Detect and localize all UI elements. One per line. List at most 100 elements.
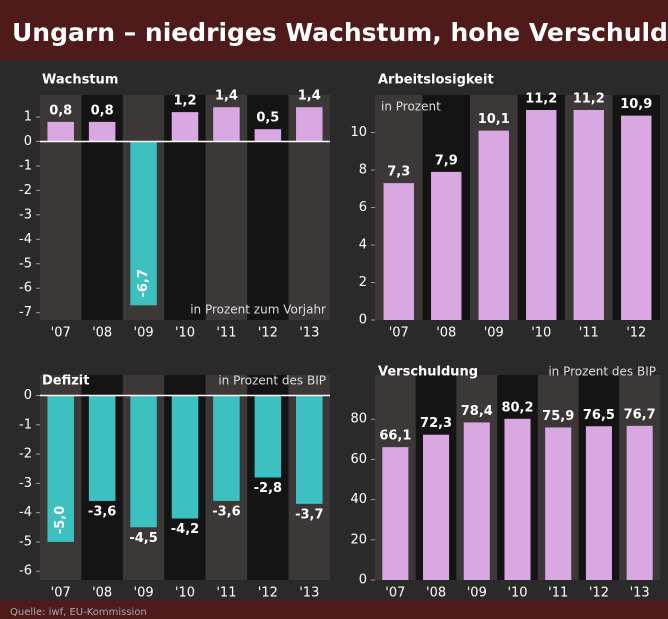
x-tick-label: '11 (548, 586, 568, 601)
y-tick-label: 40 (350, 492, 367, 507)
x-tick-label: '11 (579, 326, 599, 341)
value-label: 7,9 (435, 153, 458, 168)
source: Quelle: iwf, EU-Kommission (10, 607, 147, 618)
bar (626, 425, 653, 580)
y-tick-label: -2 (19, 183, 32, 198)
bar (254, 129, 282, 142)
x-tick-label: '11 (216, 586, 236, 601)
y-tick-label: -3 (19, 207, 32, 222)
x-tick-label: '09 (134, 586, 154, 601)
bar (621, 115, 652, 320)
x-tick-label: '08 (426, 586, 446, 601)
x-tick-label: '09 (134, 326, 154, 341)
x-tick-label: '12 (258, 586, 278, 601)
y-tick-label: -5 (19, 534, 32, 549)
y-tick-label: 0 (24, 388, 32, 403)
value-label: -3,6 (88, 504, 116, 519)
value-label: 1,4 (215, 89, 238, 104)
y-tick-label: -4 (19, 505, 32, 520)
bar (431, 171, 462, 320)
chart-title: Verschuldung (378, 365, 478, 380)
bar (254, 395, 282, 478)
value-label: 10,1 (478, 112, 510, 127)
column-stripe (247, 95, 289, 320)
y-tick-label: 1 (24, 110, 32, 125)
bar (545, 427, 572, 580)
y-tick-label: -6 (19, 281, 32, 296)
x-tick-label: '09 (467, 586, 487, 601)
y-tick-label: 4 (359, 238, 367, 253)
bar (573, 110, 604, 320)
value-label: -4,5 (129, 531, 157, 546)
page-title: Ungarn – niedriges Wachstum, hohe Versch… (12, 18, 668, 47)
y-tick-label: 20 (350, 532, 367, 547)
value-label: -6,7 (136, 269, 151, 297)
bar (88, 121, 116, 142)
y-tick-label: -5 (19, 256, 32, 271)
source-bar (0, 600, 668, 619)
bar (504, 418, 531, 580)
value-label: -3,6 (212, 504, 240, 519)
x-tick-label: '07 (389, 326, 409, 341)
value-label: 76,5 (583, 408, 615, 423)
y-tick-label: -6 (19, 564, 32, 579)
bar (585, 426, 612, 580)
value-label: 0,8 (91, 103, 114, 118)
x-tick-label: '09 (484, 326, 504, 341)
x-tick-label: '12 (626, 326, 646, 341)
x-tick-label: '11 (216, 326, 236, 341)
x-tick-label: '13 (299, 586, 319, 601)
y-tick-label: -4 (19, 232, 32, 247)
y-tick-label: -1 (19, 158, 32, 173)
value-label: -3,7 (295, 507, 323, 522)
chart-title: Wachstum (42, 73, 118, 88)
value-label: 1,4 (298, 89, 321, 104)
y-tick-label: -7 (19, 305, 32, 320)
bar (130, 395, 157, 528)
x-tick-label: '07 (385, 586, 405, 601)
x-tick-label: '10 (531, 326, 551, 341)
bar (526, 110, 557, 320)
x-tick-label: '12 (258, 326, 278, 341)
y-tick-label: 10 (350, 125, 367, 140)
y-tick-label: 0 (24, 134, 32, 149)
bar (383, 183, 414, 320)
value-label: 10,9 (620, 97, 652, 112)
bar (88, 395, 116, 501)
y-tick-label: -1 (19, 417, 32, 432)
x-tick-label: '08 (436, 326, 456, 341)
bar (213, 107, 240, 142)
subtitle: in Prozent des BIP (218, 374, 326, 388)
value-label: 75,9 (542, 409, 574, 424)
annotation: in Prozent zum Vorjahr (190, 303, 326, 317)
chart-title: Arbeitslosigkeit (378, 73, 494, 88)
y-tick-label: 0 (359, 313, 367, 328)
x-tick-label: '12 (589, 586, 609, 601)
value-label: 11,2 (573, 92, 605, 107)
value-label: 1,2 (173, 94, 196, 109)
x-tick-label: '10 (507, 586, 527, 601)
y-tick-label: 0 (359, 573, 367, 588)
subtitle: in Prozent (381, 100, 441, 114)
y-tick-label: 60 (350, 452, 367, 467)
y-tick-label: -2 (19, 447, 32, 462)
title-bar (0, 0, 668, 60)
bar (296, 395, 323, 504)
subtitle: in Prozent des BIP (548, 365, 656, 379)
x-tick-label: '13 (630, 586, 650, 601)
y-tick-label: 8 (359, 163, 367, 178)
bar (296, 107, 323, 142)
value-label: 7,3 (387, 165, 410, 180)
x-tick-label: '10 (175, 586, 195, 601)
bar (47, 121, 74, 142)
chart-title: Defizit (42, 374, 89, 389)
value-label: -2,8 (254, 481, 282, 496)
value-label: 0,8 (49, 103, 72, 118)
bar (171, 112, 199, 142)
bar (463, 422, 490, 580)
y-tick-label: 6 (359, 200, 367, 215)
bar (171, 395, 199, 519)
bar (213, 395, 240, 501)
value-label: 72,3 (420, 416, 452, 431)
x-tick-label: '13 (299, 326, 319, 341)
